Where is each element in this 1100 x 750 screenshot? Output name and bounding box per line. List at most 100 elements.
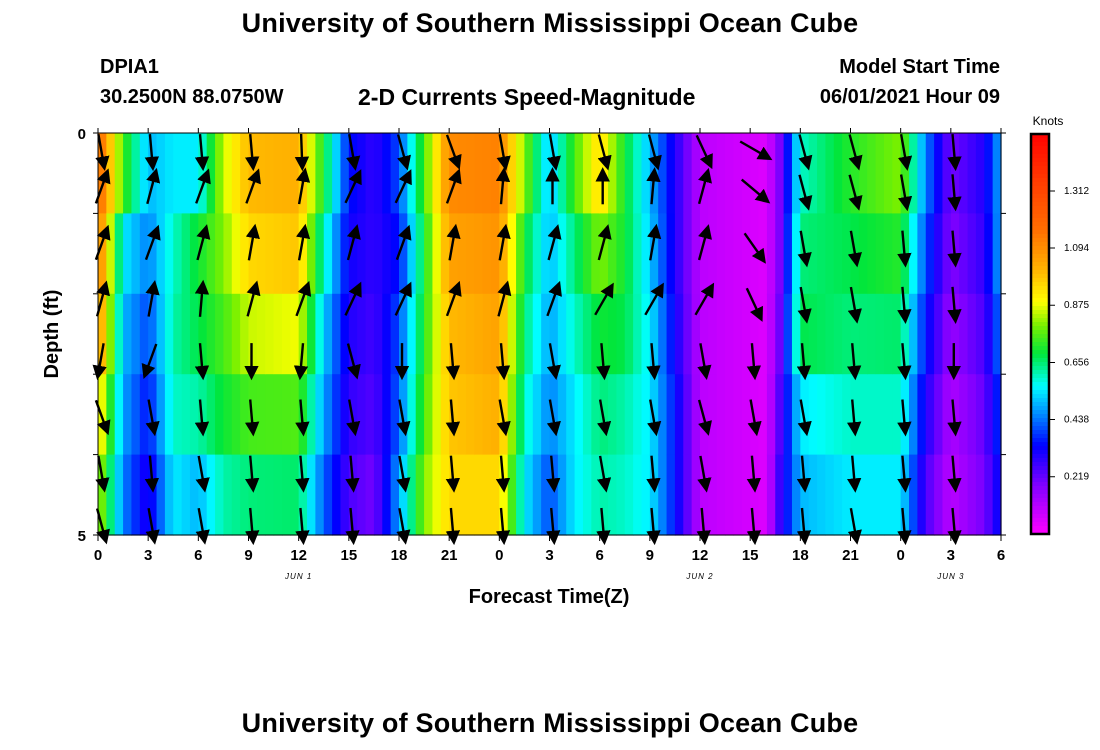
heatmap-cell: [850, 454, 860, 536]
current-vector-arrow: [796, 455, 812, 493]
heatmap-cell: [415, 454, 425, 536]
current-vector-arrow: [947, 455, 962, 493]
current-vector-arrow: [344, 281, 362, 316]
colorbar-segment: [1031, 194, 1049, 199]
colorbar-segment: [1031, 386, 1049, 391]
x-tick-label: 3: [144, 547, 152, 564]
heatmap-cell: [532, 293, 542, 375]
heatmap-cell: [541, 213, 551, 295]
colorbar-segment: [1031, 414, 1049, 419]
heatmap-cell: [315, 293, 325, 375]
heatmap-cell: [541, 133, 551, 214]
heatmap-cell: [883, 213, 893, 295]
current-vector-arrow: [195, 507, 210, 545]
current-vector-arrow: [694, 282, 715, 316]
heatmap-cell: [189, 133, 199, 214]
x-tick-label: 18: [792, 547, 809, 564]
heatmap-cell: [98, 454, 107, 536]
heatmap-cell: [240, 213, 250, 295]
heatmap-cell: [967, 133, 977, 214]
heatmap-cell: [850, 293, 860, 375]
heatmap-cell: [223, 454, 233, 536]
heatmap-cell: [825, 133, 835, 214]
heatmap-cell: [281, 133, 291, 214]
heatmap-cell: [281, 374, 291, 456]
heatmap-cell: [524, 213, 534, 295]
heatmap-cell: [984, 293, 994, 375]
colorbar-segment: [1031, 230, 1049, 235]
heatmap-cell: [323, 213, 333, 295]
heatmap-cell: [842, 454, 852, 536]
heatmap-cell: [858, 213, 868, 295]
colorbar-segment: [1031, 170, 1049, 175]
heatmap-cell: [658, 133, 668, 214]
heatmap-cell: [332, 213, 342, 295]
heatmap-cell: [725, 293, 735, 375]
heatmap-cell: [164, 213, 174, 295]
current-vector-arrow: [396, 399, 411, 437]
heatmap-cell: [967, 213, 977, 295]
current-vector-arrow: [897, 507, 912, 546]
heatmap-cell: [465, 293, 475, 375]
current-vector-arrow: [396, 134, 411, 171]
colorbar-segment: [1031, 426, 1049, 431]
heatmap-cell: [608, 133, 617, 214]
heatmap-cell: [323, 374, 333, 456]
heatmap-cell: [691, 293, 701, 375]
heatmap-cell: [340, 213, 350, 295]
heatmap-cell: [382, 133, 392, 214]
colorbar-segment: [1031, 474, 1049, 479]
current-vector-arrow: [496, 399, 511, 437]
colorbar-segment: [1031, 262, 1049, 267]
heatmap-cell: [164, 293, 174, 375]
current-vector-arrow: [145, 507, 160, 545]
heatmap-cell: [775, 133, 785, 214]
heatmap-cell: [424, 213, 434, 295]
heatmap-cell: [139, 374, 149, 456]
heatmap-cell: [541, 374, 551, 456]
current-vector-arrow: [546, 343, 561, 380]
heatmap-cell: [775, 213, 785, 295]
heatmap-cell: [407, 454, 417, 536]
colorbar-segment: [1031, 306, 1049, 311]
heatmap-cell: [975, 213, 985, 295]
heatmap-cell: [825, 213, 835, 295]
heatmap-cell: [315, 133, 325, 214]
heatmap-cell: [900, 374, 910, 456]
heatmap-cell: [616, 293, 626, 375]
heatmap-cell: [867, 293, 877, 375]
heatmap-cell: [340, 374, 350, 456]
colorbar-segment: [1031, 226, 1049, 231]
current-vector-arrow: [196, 224, 211, 261]
colorbar-segment: [1031, 330, 1049, 335]
heatmap-cell: [181, 213, 191, 295]
heatmap-cell: [148, 374, 158, 456]
heatmap-cell: [833, 454, 843, 536]
current-vector-arrow: [394, 281, 412, 316]
heatmap-cell: [474, 374, 484, 456]
heatmap-cell: [156, 374, 166, 456]
colorbar-segment: [1031, 182, 1049, 187]
x-tick-label: 3: [545, 547, 553, 564]
heatmap-cell: [616, 374, 626, 456]
current-vector-arrow: [445, 168, 462, 204]
current-vector-arrow: [396, 507, 411, 545]
heatmap-cell: [265, 133, 275, 214]
current-vector-arrow: [295, 280, 312, 317]
heatmap-cell: [465, 213, 475, 295]
current-vector-arrow: [897, 286, 912, 324]
heatmap-cell: [842, 133, 852, 214]
current-vector-arrow: [194, 343, 210, 381]
current-vector-arrow: [596, 455, 612, 493]
heatmap-cell: [390, 374, 400, 456]
current-vector-arrow: [344, 169, 362, 204]
colorbar-segment: [1031, 370, 1049, 375]
heatmap-cell: [131, 133, 141, 214]
heatmap-cell: [917, 374, 927, 456]
heatmap-cell: [357, 213, 367, 295]
current-vector-arrow: [646, 507, 661, 546]
heatmap-cell: [298, 293, 308, 375]
heatmap-cell: [357, 293, 367, 375]
heatmap-cell: [164, 133, 174, 214]
colorbar-segment: [1031, 186, 1049, 191]
